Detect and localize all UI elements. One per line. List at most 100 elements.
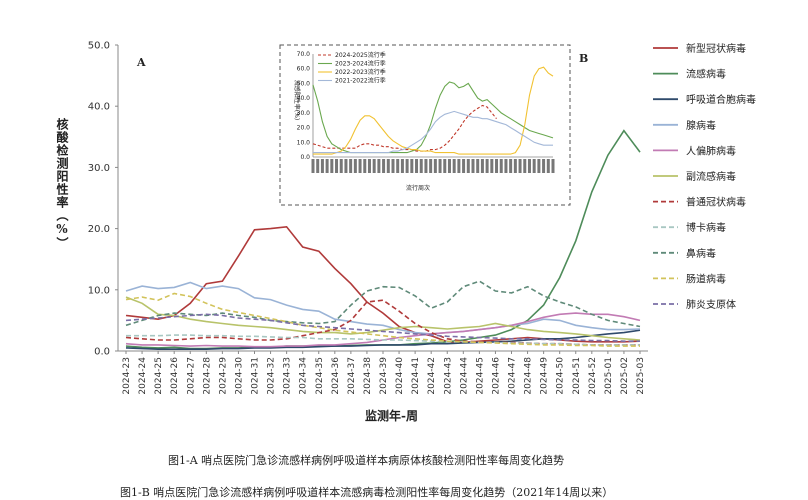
x-tick-label: 2024-45 (475, 357, 485, 395)
x-tick-label: 2024-25 (154, 357, 164, 395)
inset-legend-label: 2022-2023流行季 (335, 68, 386, 76)
inset-x-tick-label (495, 159, 499, 173)
y-tick-label: 40.0 (88, 102, 110, 113)
inset-x-tick-label (396, 159, 400, 173)
inset-x-tick-label (518, 159, 522, 173)
x-tick-label: 2024-35 (315, 357, 325, 395)
inset-x-label: 流行周次 (406, 184, 430, 192)
series-line-6 (125, 296, 641, 341)
inset-x-tick-label (353, 159, 357, 173)
inset-y-tick-label: 60.0 (297, 66, 311, 73)
inset-x-tick-label (471, 159, 475, 173)
inset-x-tick-label (523, 159, 527, 173)
x-tick-label: 2025-02 (620, 357, 630, 395)
y-axis-label: 核酸检测阳性率（%） (55, 118, 69, 250)
x-tick-label: 2024-49 (540, 357, 550, 395)
inset-x-tick-label (499, 159, 503, 173)
inset-x-tick-label (320, 159, 324, 173)
inset-x-tick-label (349, 159, 353, 173)
inset-x-tick-label (410, 159, 414, 173)
legend-label: 副流感病毒 (686, 170, 736, 183)
series-line-4 (125, 281, 641, 335)
inset-x-tick-label (330, 159, 334, 173)
x-tick-label: 2024-50 (556, 357, 566, 395)
x-tick-label: 2024-51 (572, 357, 582, 395)
inset-x-tick-label (476, 159, 480, 173)
x-tick-label: 2024-34 (299, 357, 309, 395)
inset-legend-label: 2021-2022流行季 (335, 77, 386, 85)
inset-x-tick-label (447, 159, 451, 173)
legend: 新型冠状病毒流感病毒呼吸道合胞病毒腺病毒人偏肺病毒副流感病毒普通冠状病毒博卡病毒… (653, 42, 756, 311)
x-tick-label: 2024-29 (218, 357, 228, 395)
inset-x-tick-label (419, 159, 423, 173)
inset-y-tick-label: 30.0 (297, 110, 311, 117)
inset-y-tick-label: 70.0 (297, 51, 311, 58)
caption-figure-b: 图1-B 哨点医院门急诊流感样病例呼吸道样本流感病毒检测阳性率每周变化趋势（20… (120, 486, 614, 499)
inset-x-tick-label (429, 159, 433, 173)
inset-x-tick-label (424, 159, 428, 173)
x-tick-label: 2024-36 (331, 357, 341, 395)
x-tick-label: 2024-26 (170, 357, 180, 395)
series-line-1 (125, 225, 641, 344)
legend-label: 流感病毒 (686, 68, 726, 81)
inset-series-line-4 (313, 110, 553, 154)
inset-x-tick-label (415, 159, 419, 173)
inset-legend-label: 2023-2024流行季 (335, 60, 386, 68)
inset-x-tick-label (367, 159, 371, 173)
inset-legend-label: 2024-2025流行季 (335, 51, 386, 59)
inset-x-tick-label (386, 159, 390, 173)
legend-label: 腺病毒 (686, 119, 716, 132)
inset-x-tick-label (372, 159, 376, 173)
inset-x-tick-label (527, 159, 531, 173)
inset-x-tick-label (513, 159, 517, 173)
inset-y-tick-label: 20.0 (297, 125, 311, 132)
inset-x-tick-label (438, 159, 442, 173)
inset-y-tick-label: 0.0 (300, 154, 310, 161)
inset-x-tick-label (509, 159, 513, 173)
inset-x-tick-label (480, 159, 484, 173)
series-line-10 (125, 292, 640, 347)
inset-x-tick-label (335, 159, 339, 173)
inset-x-tick-label (466, 159, 470, 173)
y-tick-label: 20.0 (88, 224, 110, 235)
inset-x-tick-label (382, 159, 386, 173)
series-line-3 (125, 329, 641, 351)
x-tick-label: 2024-52 (588, 357, 598, 395)
inset-x-tick-label (325, 159, 329, 173)
x-tick-label: 2024-27 (186, 357, 196, 395)
x-tick-label: 2024-48 (524, 357, 534, 395)
series-line-8 (126, 334, 640, 346)
inset-x-tick-label (316, 159, 320, 173)
x-tick-label: 2024-33 (283, 357, 293, 395)
legend-label: 呼吸道合胞病毒 (686, 93, 756, 106)
inset-x-tick-label (504, 159, 508, 173)
series-line-9 (125, 280, 641, 328)
inset-x-tick-label (490, 159, 494, 173)
inset-y-tick-label: 10.0 (297, 139, 311, 146)
x-tick-label: 2024-39 (379, 357, 389, 395)
inset-x-tick-label (532, 159, 536, 173)
legend-label: 博卡病毒 (686, 221, 726, 234)
inset-x-tick-label (452, 159, 456, 173)
x-tick-label: 2024-38 (363, 357, 373, 395)
legend-label: 肠道病毒 (686, 272, 726, 285)
inset-x-tick-label (551, 159, 555, 173)
x-tick-label: 2025-01 (604, 357, 614, 395)
inset-x-tick-label (457, 159, 461, 173)
x-tick-label: 2024-31 (251, 357, 261, 395)
x-tick-label: 2024-47 (508, 357, 518, 395)
inset-x-tick-label (377, 159, 381, 173)
inset-series-line-3 (313, 66, 554, 155)
x-tick-label: 2024-43 (443, 357, 453, 395)
legend-label: 普通冠状病毒 (686, 196, 746, 209)
y-tick-label: 30.0 (88, 163, 110, 174)
x-tick-label: 2024-44 (459, 357, 469, 395)
main-chart-axes: 0.0 10.0 20.0 30.0 40.0 50.0 2024-23 2024-24 202… (88, 41, 648, 395)
main-chart-series (125, 129, 641, 351)
inset-x-tick-label (391, 159, 395, 173)
caption-figure-a: 图1-A 哨点医院门急诊流感样病例呼吸道样本病原体核酸检测阳性率每周变化趋势 (168, 454, 565, 467)
inset-x-tick-label (433, 159, 437, 173)
series-line-11 (125, 313, 640, 343)
panel-a-label: A (136, 56, 146, 69)
